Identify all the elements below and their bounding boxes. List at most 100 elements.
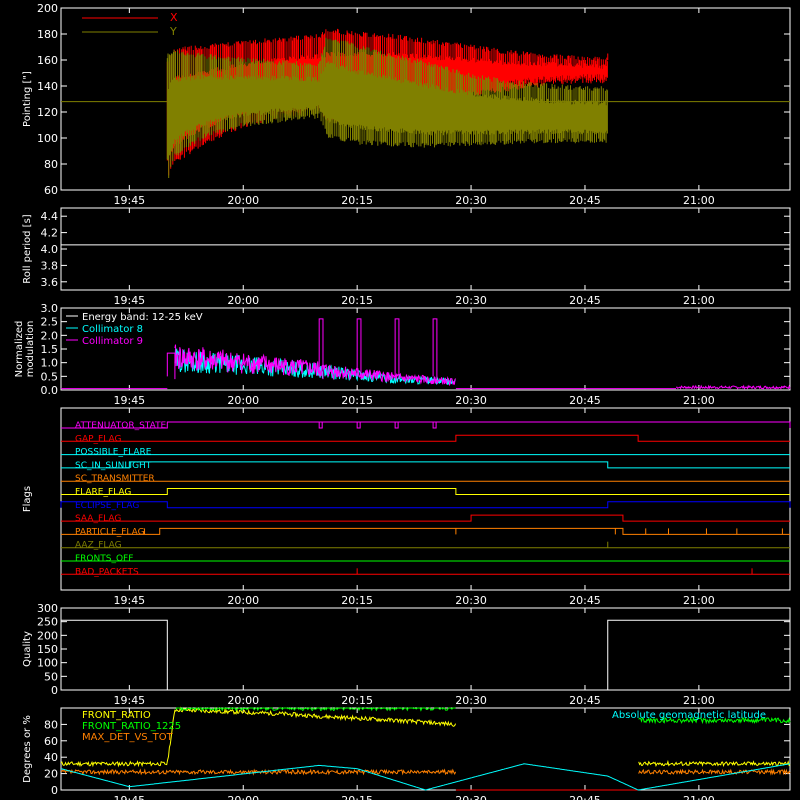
modulation-spike: [166, 352, 176, 380]
modulation-y-tick-label: 3.0: [41, 302, 59, 315]
flag-label-sc-transmitter: SC_TRANSMITTER: [75, 474, 155, 484]
ratios-y-tick-label: 60: [44, 735, 58, 748]
pointing-y-tick-label: 200: [37, 2, 58, 15]
flag-label-aaz-flag: AAZ_FLAG: [75, 541, 122, 551]
flag-label-fronts-off: FRONTS_OFF: [75, 554, 133, 564]
panel-flags: 19:45 20:00 20:15 20:30 20:45 21:00 Flags ATTEN…: [22, 407, 791, 607]
flag-trace-flare-flag: [61, 488, 790, 495]
panel-roll: 19:45 20:00 20:15 20:30 20:45 21:00 Roll perio…: [22, 207, 791, 307]
ratios-y-label: Degrees or %: [22, 715, 33, 783]
ratios-series-front-ratio: [60, 706, 791, 768]
roll-y-tick-label: 4.2: [41, 227, 59, 240]
ratios-series-front-ratio-1225: [175, 706, 791, 725]
ratios-legend-label: Absolute geomagnetic latitude: [612, 710, 766, 721]
flag-trace-attenuator-state: [61, 421, 791, 429]
modulation-y-tick-label: 2.0: [41, 329, 59, 342]
modulation-x-tick-label: 20:15: [341, 394, 373, 407]
quality-y-tick-label: 50: [44, 670, 58, 683]
modulation-y-label: Normalized: [14, 321, 25, 378]
roll-y-tick-label: 4.4: [41, 210, 59, 223]
pointing-y-tick-label: 60: [44, 184, 58, 197]
ratios-legend-label: FRONT_RATIO_1225: [82, 721, 181, 732]
flag-trace-sc-in-sunlight: [61, 461, 790, 469]
flags-x-tick-label: 21:00: [683, 594, 715, 607]
roll-y-label: Roll period [s]: [22, 214, 33, 283]
modulation-y-tick-label: 0.0: [41, 384, 59, 397]
quality-x-tick-label: 19:45: [113, 694, 145, 707]
modulation-x-tick-label: 20:45: [569, 394, 601, 407]
modulation-spike: [394, 318, 400, 380]
quality-y-tick-label: 250: [37, 616, 58, 629]
modulation-y-tick-label: 2.5: [41, 316, 59, 329]
legend-label-y: Y: [169, 25, 177, 38]
roll-x-tick-label: 20:30: [455, 294, 487, 307]
ratios-x-tick-label: 20:00: [227, 794, 259, 800]
flag-trace-saa-flag: [61, 514, 790, 522]
modulation-legend-label: Collimator 9: [82, 336, 143, 347]
quality-x-tick-label: 21:00: [683, 694, 715, 707]
modulation-spike: [318, 318, 324, 380]
flags-x-tick-label: 20:15: [341, 594, 373, 607]
flag-label-bad-packets: BAD_PACKETS: [75, 567, 139, 577]
flag-trace-eclipse-flag: [60, 501, 791, 509]
roll-x-tick-label: 20:00: [227, 294, 259, 307]
pointing-plot-frame: [60, 7, 791, 191]
ratios-x-tick-label: 20:15: [341, 794, 373, 800]
pointing-x-tick-label: 20:00: [227, 194, 259, 207]
flags-x-tick-label: 20:45: [569, 594, 601, 607]
flag-label-attenuator-state: ATTENUATOR_STATE: [75, 421, 167, 431]
roll-y-tick-label: 4.0: [41, 243, 59, 256]
ratios-x-tick-label: 20:45: [569, 794, 601, 800]
flags-x-tick-label: 20:30: [455, 594, 487, 607]
pointing-x-tick-label: 19:45: [113, 194, 145, 207]
roll-y-tick-label: 3.8: [41, 259, 59, 272]
quality-y-tick-label: 200: [37, 629, 58, 642]
roll-x-tick-label: 21:00: [683, 294, 715, 307]
flag-label-saa-flag: SAA_FLAG: [75, 514, 121, 524]
flag-label-gap-flag: GAP_FLAG: [75, 434, 121, 444]
pointing-x-tick-label: 20:15: [341, 194, 373, 207]
flags-x-tick-label: 19:45: [113, 594, 145, 607]
ratios-x-tick-label: 21:00: [683, 794, 715, 800]
pointing-y-tick-label: 140: [37, 80, 58, 93]
roll-x-tick-label: 19:45: [113, 294, 145, 307]
flags-y-label: Flags: [22, 486, 33, 512]
quality-x-tick-label: 20:45: [569, 694, 601, 707]
ratios-y-tick-label: 0: [51, 784, 58, 797]
flag-label-flare-flag: FLARE_FLAG: [75, 488, 131, 498]
modulation-y-tick-label: 1.5: [41, 343, 59, 356]
modulation-x-tick-label: 20:30: [455, 394, 487, 407]
quality-trace: [61, 619, 790, 691]
pointing-x-tick-label: 20:30: [455, 194, 487, 207]
quality-y-tick-label: 300: [37, 602, 58, 615]
roll-x-tick-label: 20:45: [569, 294, 601, 307]
ratios-legend-label: FRONT_RATIO: [82, 710, 151, 721]
pointing-x-tick-label: 21:00: [683, 194, 715, 207]
modulation-spike: [356, 318, 362, 380]
flag-dip-attenuator-state: [318, 422, 323, 429]
panel-ratios: 19:45 20:00 20:15 20:30 20:45 21:00 Degrees or…: [22, 706, 791, 800]
modulation-legend-label: Energy band: 12-25 keV: [82, 312, 203, 323]
modulation-x-tick-label: 20:00: [227, 394, 259, 407]
ratios-y-tick-label: 40: [44, 751, 58, 764]
panel-pointing: 19:45 20:00 20:15 20:30 20:45 21:00 Pointing […: [22, 2, 791, 207]
roll-x-tick-label: 20:15: [341, 294, 373, 307]
flag-dip-attenuator-state: [432, 422, 437, 429]
flags-x-tick-label: 20:00: [227, 594, 259, 607]
modulation-x-tick-label: 21:00: [683, 394, 715, 407]
flag-dip-attenuator-state: [394, 422, 399, 429]
quality-x-tick-label: 20:00: [227, 694, 259, 707]
modulation-y-label: modulation: [25, 321, 36, 378]
modulation-y-tick-label: 1.0: [41, 357, 59, 370]
modulation-late-segment: [675, 384, 791, 390]
quality-x-tick-label: 20:15: [341, 694, 373, 707]
ratios-y-tick-label: 80: [44, 718, 58, 731]
ratios-x-tick-label: 19:45: [113, 794, 145, 800]
quality-y-tick-label: 150: [37, 643, 58, 656]
roll-y-tick-label: 3.6: [41, 276, 59, 289]
pointing-x-tick-label: 20:45: [569, 194, 601, 207]
modulation-spike: [432, 318, 438, 380]
quality-y-label: Quality: [22, 631, 33, 667]
pointing-series-y: [166, 37, 608, 178]
